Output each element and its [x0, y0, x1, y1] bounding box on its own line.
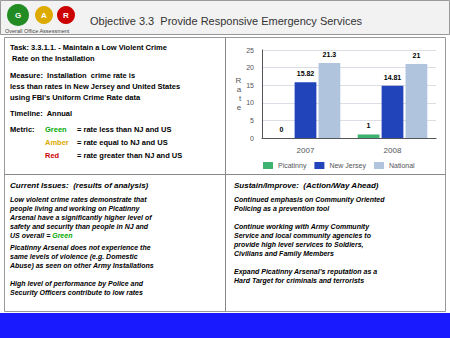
svg-text:Hard Target for criminals and: Hard Target for criminals and terrorists [234, 277, 364, 285]
svg-text:Security Officers contribute t: Security Officers contribute to low rate… [10, 289, 143, 297]
svg-text:less than rates in New Jersey: less than rates in New Jersey and United… [10, 82, 180, 91]
svg-text:Continue working with Army Com: Continue working with Army Community [234, 223, 370, 231]
svg-text:10: 10 [246, 99, 254, 106]
svg-text:14.81: 14.81 [384, 74, 402, 81]
svg-text:= rate equal to NJ and US: = rate equal to NJ and US [77, 138, 168, 147]
svg-text:using FBI's Uniform Crime Rate: using FBI's Uniform Crime Rate data [10, 93, 141, 102]
svg-text:A: A [41, 11, 47, 20]
svg-text:Green: Green [45, 125, 67, 134]
svg-text:R: R [236, 76, 242, 85]
svg-text:Sustain/Improve: (Action/Way: Sustain/Improve: (Action/Way Ahead) [234, 181, 379, 190]
svg-text:15: 15 [246, 82, 254, 89]
svg-text:Red: Red [45, 151, 60, 160]
svg-text:15.82: 15.82 [297, 70, 315, 77]
svg-text:same levels of violence (e.g.: same levels of violence (e.g. Domestic [10, 253, 138, 261]
svg-text:Timeline: Annual: Timeline: Annual [10, 109, 72, 118]
svg-text:Service and local community ag: Service and local community agencies to [234, 232, 372, 240]
svg-text:e: e [237, 103, 242, 112]
svg-text:Current Issues: (results of a: Current Issues: (results of analysis) [10, 181, 149, 190]
svg-text:Abuse) as seen on other Army I: Abuse) as seen on other Army Installatio… [9, 262, 154, 270]
svg-text:Green: Green [52, 232, 72, 239]
svg-text:Picatinny Arsenal does not exp: Picatinny Arsenal does not experience th… [10, 244, 151, 252]
svg-text:1: 1 [367, 122, 371, 129]
svg-text:Continued emphasis on Communit: Continued emphasis on Community Oriented [234, 196, 385, 204]
svg-text:New Jersey: New Jersey [329, 162, 366, 170]
svg-text:Objective 3.3 Provide Respons: Objective 3.3 Provide Responsive Emergen… [90, 15, 363, 27]
svg-text:Amber: Amber [45, 138, 69, 147]
svg-text:= rate less than NJ and US: = rate less than NJ and US [77, 125, 171, 134]
svg-text:= rate greater than NJ and US: = rate greater than NJ and US [77, 151, 182, 160]
svg-text:people living and working on P: people living and working on Picatinny [9, 205, 141, 213]
svg-text:25: 25 [246, 47, 254, 54]
svg-text:21: 21 [413, 52, 421, 59]
svg-text:Expand Picatinny Arsenal’s rep: Expand Picatinny Arsenal’s reputation as… [234, 268, 377, 276]
svg-text:20: 20 [246, 64, 254, 71]
svg-text:0: 0 [250, 135, 254, 142]
svg-text:Metric:: Metric: [10, 125, 35, 134]
svg-text:t: t [239, 94, 242, 103]
svg-text:G: G [15, 11, 21, 20]
svg-text:2008: 2008 [384, 146, 402, 155]
svg-text:5: 5 [250, 117, 254, 124]
svg-text:safety and security than peopl: safety and security than people in NJ an… [10, 223, 149, 231]
svg-text:Arsenal have a significantly h: Arsenal have a significantly higher leve… [9, 214, 152, 222]
svg-text:0: 0 [280, 126, 284, 133]
svg-text:provide high level services to: provide high level services to Soldiers, [233, 241, 364, 249]
svg-text:a: a [237, 85, 242, 94]
svg-text:Measure: Installation crime: Measure: Installation crime rate is [10, 71, 135, 80]
svg-text:Low violent crime rates demons: Low violent crime rates demonstrate that [10, 196, 147, 203]
svg-text:Overall Office Assessment: Overall Office Assessment [5, 28, 70, 34]
svg-text:21.3: 21.3 [323, 51, 337, 58]
svg-text:US overall =: US overall = [10, 232, 52, 239]
svg-text:R: R [63, 11, 69, 20]
svg-text:2007: 2007 [297, 146, 315, 155]
svg-text:National: National [389, 162, 415, 169]
svg-text:Civilians and Family Members: Civilians and Family Members [234, 250, 334, 258]
svg-text:Rate on the Installation: Rate on the Installation [10, 54, 95, 63]
svg-text:Task: 3.3.1.1. - Maintain a Lo: Task: 3.3.1.1. - Maintain a Low Violent … [10, 43, 167, 52]
svg-text:Picatinny: Picatinny [278, 162, 307, 170]
svg-text:High level of performance by P: High level of performance by Police and [10, 280, 144, 288]
svg-text:Policing as a prevention tool: Policing as a prevention tool [234, 205, 330, 213]
